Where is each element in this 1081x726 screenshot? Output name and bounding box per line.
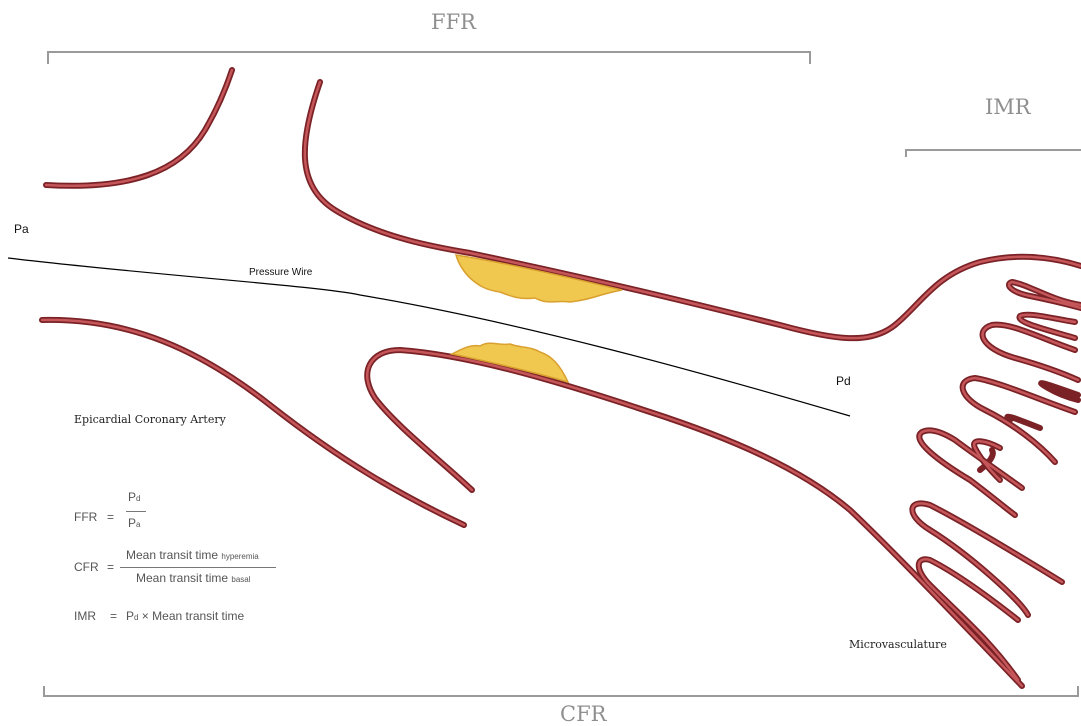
ffr-formula-numerator: Pd <box>128 490 141 504</box>
ffr-formula-eq: = <box>107 510 115 524</box>
ffr-bracket <box>47 51 811 64</box>
cfr-formula-lhs: CFR <box>74 560 99 574</box>
pa-label: Pa <box>14 222 29 236</box>
microvasculature-label: Microvasculature <box>849 638 947 651</box>
imr-formula-lhs: IMR <box>74 609 96 623</box>
pressure-wire-label: Pressure Wire <box>249 267 313 278</box>
cfr-bracket-label: CFR <box>560 702 607 726</box>
imr-bracket-label: IMR <box>985 95 1031 119</box>
imr-formula-rhs: Pd × Mean transit time <box>126 609 245 623</box>
upper-plaque <box>454 254 623 303</box>
lower-plaque <box>449 342 570 384</box>
cfr-bracket <box>43 686 1079 697</box>
ffr-fraction-bar <box>126 511 146 512</box>
vessel-walls <box>39 67 1081 689</box>
cfr-fraction-bar <box>120 567 276 568</box>
imr-formula-eq: = <box>110 609 118 623</box>
cfr-formula-denominator: Mean transit time basal <box>136 571 251 585</box>
ffr-formula-denominator: Pa <box>128 516 141 530</box>
cfr-formula-eq: = <box>107 560 115 574</box>
pressure-wire-line <box>7 257 851 417</box>
pd-label: Pd <box>836 374 851 388</box>
ffr-formula-lhs: FFR <box>74 510 98 524</box>
ffr-bracket-label: FFR <box>431 10 476 34</box>
imr-bracket <box>905 149 1081 157</box>
epicardial-artery-label: Epicardial Coronary Artery <box>74 413 226 426</box>
cfr-formula-numerator: Mean transit time hyperemia <box>126 548 259 562</box>
